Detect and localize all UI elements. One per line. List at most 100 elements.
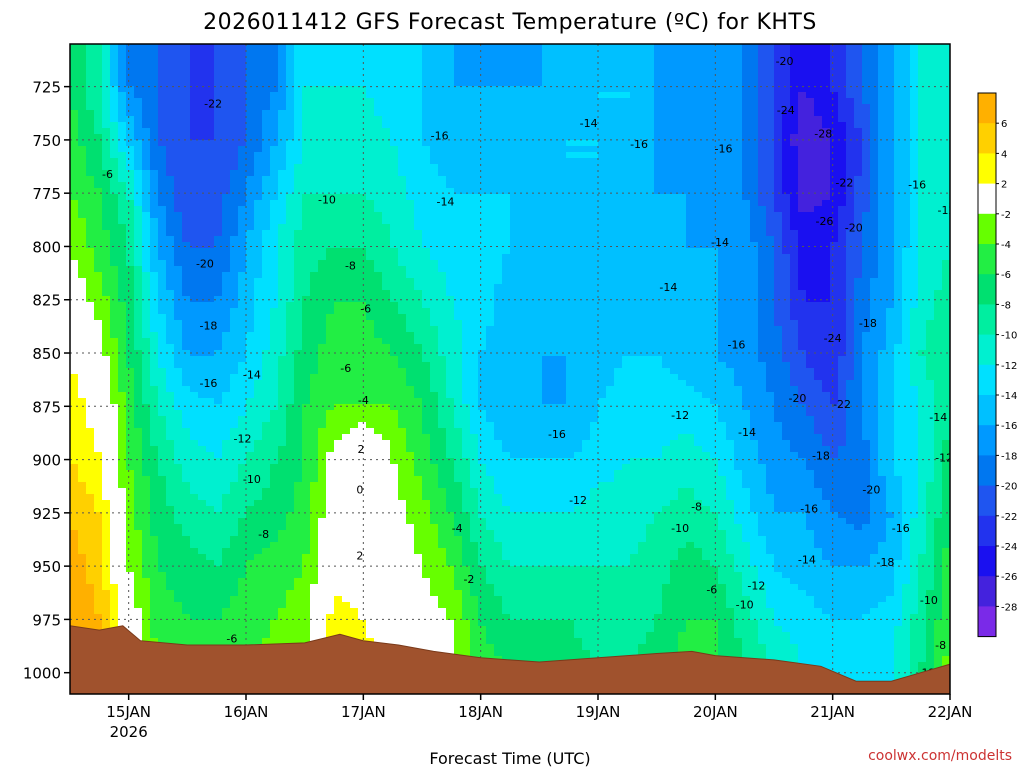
field-cell [222,44,231,51]
field-cell [70,446,79,453]
field-cell [310,434,319,441]
field-cell [358,98,367,105]
field-cell [126,314,135,321]
field-cell [182,428,191,435]
field-cell [94,518,103,525]
field-cell [174,140,183,147]
field-cell [318,446,327,453]
field-cell [270,626,279,633]
field-cell [294,98,303,105]
field-cell [286,170,295,177]
field-cell [254,422,263,429]
field-cell [318,80,327,87]
field-cell [102,140,111,147]
field-cell [238,188,247,195]
field-cell [134,272,143,279]
field-cell [414,464,423,471]
field-cell [150,272,159,279]
field-cell [230,572,239,579]
field-cell [278,80,287,87]
field-cell [422,554,431,561]
field-cell [318,440,327,447]
field-cell [206,176,215,183]
field-cell [174,404,183,411]
field-cell [342,290,351,297]
field-cell [198,620,207,627]
field-cell [142,554,151,561]
field-cell [334,608,343,615]
field-cell [238,128,247,135]
field-cell [246,320,255,327]
field-cell [206,314,215,321]
field-cell [318,560,327,567]
field-cell [342,134,351,141]
field-cell [230,188,239,195]
field-cell [374,236,383,243]
field-cell [110,476,119,483]
field-cell [190,44,199,51]
field-cell [110,146,119,153]
field-cell [406,62,415,69]
field-cell [102,620,111,627]
field-cell [334,338,343,345]
field-cell [94,44,103,51]
field-cell [358,362,367,369]
field-cell [398,200,407,207]
field-cell [374,638,383,645]
field-cell [374,350,383,357]
field-cell [222,92,231,99]
field-cell [134,122,143,129]
field-cell [310,98,319,105]
field-cell [270,518,279,525]
field-cell [102,374,111,381]
field-cell [150,482,159,489]
field-cell [318,392,327,399]
field-cell [86,398,95,405]
field-cell [390,560,399,567]
field-cell [230,398,239,405]
field-cell [190,128,199,135]
field-cell [414,278,423,285]
field-cell [246,110,255,117]
field-cell [134,440,143,447]
field-cell [94,308,103,315]
field-cell [158,272,167,279]
field-cell [302,302,311,309]
field-cell [70,332,79,339]
field-cell [398,602,407,609]
field-cell [190,56,199,63]
field-cell [150,410,159,417]
field-cell [222,338,231,345]
field-cell [190,584,199,591]
field-cell [254,434,263,441]
field-cell [174,410,183,417]
field-cell [222,578,231,585]
field-cell [286,398,295,405]
field-cell [78,200,87,207]
field-cell [270,470,279,477]
field-cell [406,350,415,357]
field-cell [230,554,239,561]
field-cell [310,356,319,363]
field-cell [342,608,351,615]
field-cell [70,554,79,561]
field-cell [118,488,127,495]
field-cell [110,410,119,417]
field-cell [278,494,287,501]
field-cell [342,170,351,177]
field-cell [262,554,271,561]
field-cell [278,50,287,57]
field-cell [78,74,87,81]
field-cell [302,290,311,297]
field-cell [262,392,271,399]
field-cell [270,428,279,435]
field-cell [374,578,383,585]
field-cell [366,104,375,111]
field-cell [414,170,423,177]
field-cell [238,386,247,393]
field-cell [222,50,231,57]
field-cell [422,590,431,597]
field-cell [366,452,375,459]
field-cell [318,572,327,579]
field-cell [78,344,87,351]
